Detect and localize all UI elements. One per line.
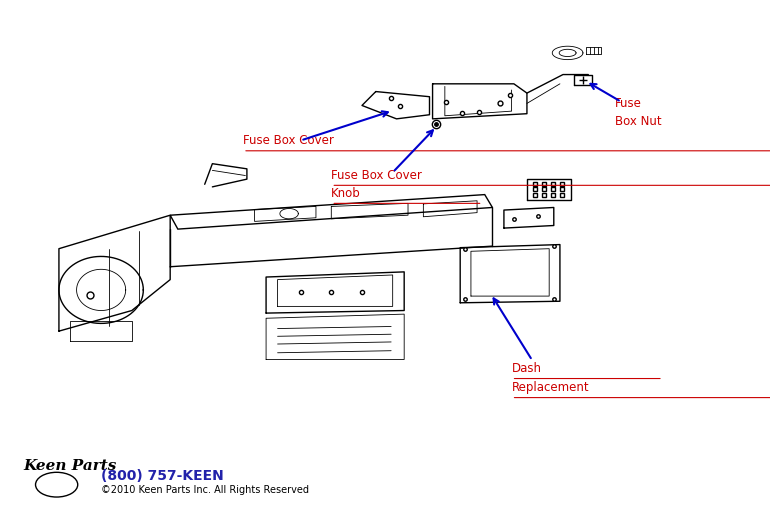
Text: Fuse Box Cover: Fuse Box Cover <box>243 134 334 147</box>
Text: Fuse: Fuse <box>615 97 642 110</box>
Text: (800) 757-KEEN: (800) 757-KEEN <box>101 469 224 483</box>
Text: Box Nut: Box Nut <box>615 115 661 128</box>
Text: Fuse Box Cover: Fuse Box Cover <box>331 169 422 182</box>
Text: ©2010 Keen Parts Inc. All Rights Reserved: ©2010 Keen Parts Inc. All Rights Reserve… <box>101 485 309 495</box>
Text: Knob: Knob <box>331 187 361 200</box>
Text: Replacement: Replacement <box>511 381 589 394</box>
Text: Keen Parts: Keen Parts <box>23 459 116 473</box>
Text: Dash: Dash <box>511 362 541 375</box>
